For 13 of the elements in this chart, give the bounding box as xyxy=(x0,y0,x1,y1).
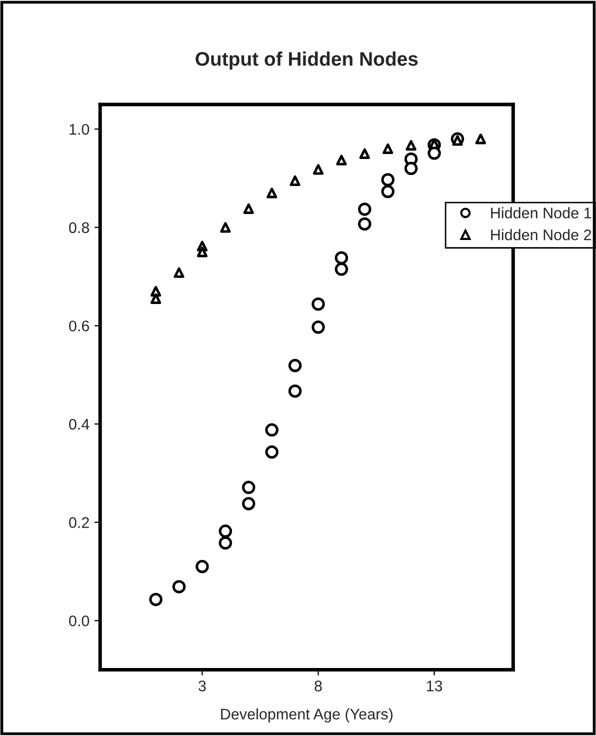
y-tick-label: 0.4 xyxy=(69,418,90,430)
x-tick-label: 13 xyxy=(426,680,442,692)
x-tick-label: 3 xyxy=(198,680,206,692)
y-tick-label: 0.8 xyxy=(69,222,90,234)
legend-label: Hidden Node 1 xyxy=(491,207,592,218)
y-tick-label: 0.6 xyxy=(69,320,90,332)
chart-title: Output of Hidden Nodes xyxy=(196,52,418,70)
y-tick-label: 1.0 xyxy=(70,124,90,135)
legend-label: Hidden Node 2 xyxy=(491,229,592,240)
x-axis-title: Development Age (Years) xyxy=(221,708,392,723)
y-tick-label: 0.2 xyxy=(69,517,89,528)
x-tick-label: 8 xyxy=(314,680,322,692)
y-tick-label: 0.0 xyxy=(69,615,90,626)
